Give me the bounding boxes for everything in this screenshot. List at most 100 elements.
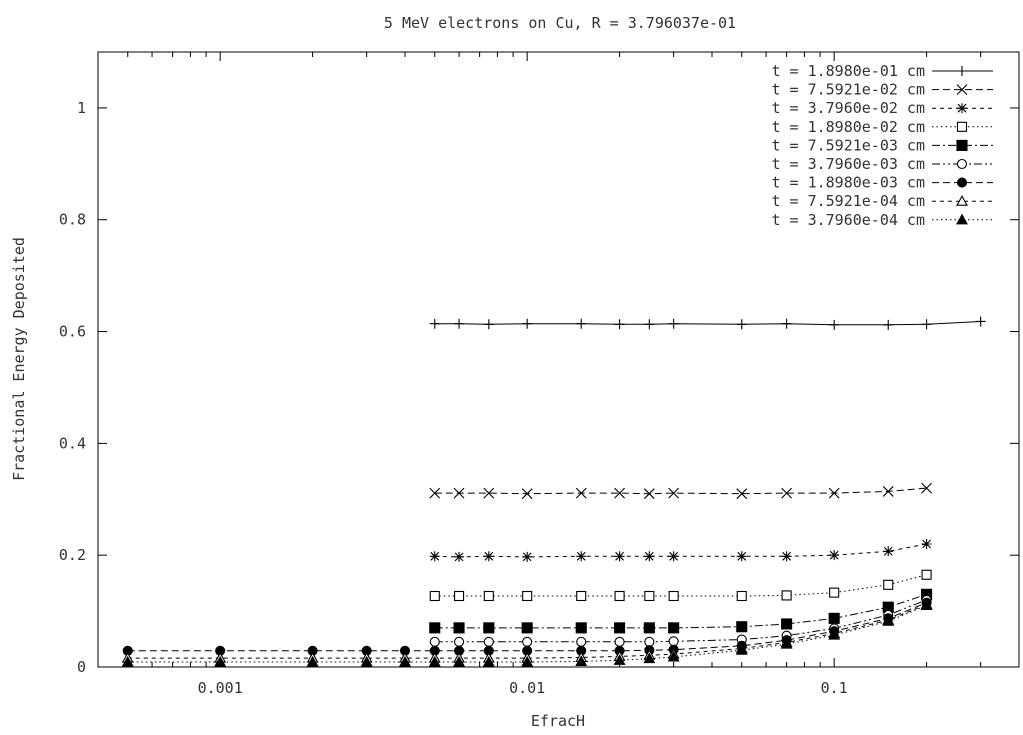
legend-label: t = 3.7960e-04 cm (771, 211, 925, 229)
data-point (483, 636, 494, 647)
legend-marker (956, 177, 968, 188)
data-point (643, 622, 655, 634)
data-point (576, 318, 587, 329)
data-point (614, 319, 625, 330)
data-point (483, 551, 494, 562)
x-tick-label: 0.1 (821, 679, 848, 697)
series-3 (429, 539, 932, 562)
data-point (121, 655, 134, 667)
data-point (429, 487, 441, 499)
series-line (434, 543, 927, 558)
y-tick-label: 0.4 (59, 434, 86, 452)
data-point (921, 319, 932, 330)
data-point (522, 590, 533, 602)
data-point (781, 551, 792, 562)
data-point (644, 636, 655, 647)
data-point (644, 590, 655, 602)
data-point (668, 590, 679, 602)
data-point (780, 637, 793, 649)
data-point (668, 487, 680, 499)
legend-label: t = 3.7960e-03 cm (771, 155, 925, 173)
legend-marker (956, 213, 968, 225)
data-point (921, 569, 932, 580)
data-point (882, 615, 895, 626)
data-point (883, 319, 894, 330)
data-point (483, 487, 495, 499)
data-point (975, 316, 986, 327)
y-tick-label: 0 (77, 658, 86, 676)
data-point (736, 590, 747, 602)
data-point (306, 655, 319, 667)
data-point (736, 319, 747, 330)
data-point (829, 550, 840, 561)
data-point (453, 622, 465, 634)
legend-label: t = 1.8980e-02 cm (771, 118, 925, 136)
data-point (522, 636, 533, 647)
data-point (483, 319, 494, 330)
series-line (434, 321, 981, 326)
data-point (644, 319, 655, 330)
data-point (454, 590, 465, 602)
plot-frame (97, 51, 1020, 668)
data-point (576, 551, 587, 562)
data-point (828, 612, 840, 624)
data-point (736, 551, 747, 562)
data-point (453, 655, 465, 667)
data-point (575, 655, 588, 666)
data-point (781, 618, 793, 630)
data-point (883, 579, 894, 590)
series-5 (429, 588, 933, 634)
data-point (399, 655, 411, 667)
data-point (522, 318, 533, 329)
series-line (434, 593, 927, 629)
legend-marker (956, 195, 968, 206)
legend-marker (956, 139, 968, 151)
legend-label: t = 7.5921e-03 cm (771, 136, 925, 154)
y-tick-label: 0.8 (59, 211, 86, 229)
series-layer (121, 316, 986, 667)
data-point (920, 599, 933, 611)
series-line (434, 487, 927, 495)
data-point (614, 622, 626, 634)
data-point (613, 654, 626, 665)
data-point (614, 487, 625, 499)
data-point (483, 590, 494, 602)
series-line (127, 603, 927, 659)
legend-marker (956, 158, 968, 170)
legend-label: t = 7.5921e-04 cm (771, 192, 925, 210)
data-point (668, 636, 679, 647)
data-point (643, 488, 655, 500)
data-point (429, 318, 440, 329)
data-point (614, 636, 625, 647)
series-line (434, 574, 927, 597)
data-point (360, 655, 373, 667)
series-1 (429, 316, 986, 330)
data-point (828, 628, 841, 640)
legend-marker (956, 84, 968, 95)
data-point (575, 487, 587, 499)
data-point (522, 551, 533, 562)
data-point (521, 488, 533, 500)
legend-label: t = 1.8980e-03 cm (771, 174, 925, 192)
legend-label: t = 1.8980e-01 cm (771, 62, 925, 80)
data-point (453, 487, 465, 499)
data-point (614, 551, 625, 562)
data-point (454, 636, 465, 647)
data-point (668, 318, 679, 329)
data-point (482, 655, 495, 667)
series-line (434, 599, 927, 643)
data-point (576, 590, 587, 602)
data-point (736, 621, 748, 633)
legend: t = 1.8980e-01 cmt = 7.5921e-02 cm t = 3.… (771, 62, 993, 229)
data-point (829, 587, 840, 598)
legend-label: t = 7.5921e-02 cm (771, 81, 925, 99)
legend-marker (957, 103, 967, 114)
data-point (668, 551, 679, 562)
data-point (454, 551, 465, 562)
x-axis-label: EfracH (531, 712, 585, 730)
data-point (576, 636, 587, 647)
data-point (643, 652, 656, 664)
y-axis-label: Fractional Energy Deposited (10, 237, 28, 481)
axis-ticks: 0 0.2 0.4 0.6 0.8 1 0.001 0.01 0.1 (59, 52, 1020, 697)
